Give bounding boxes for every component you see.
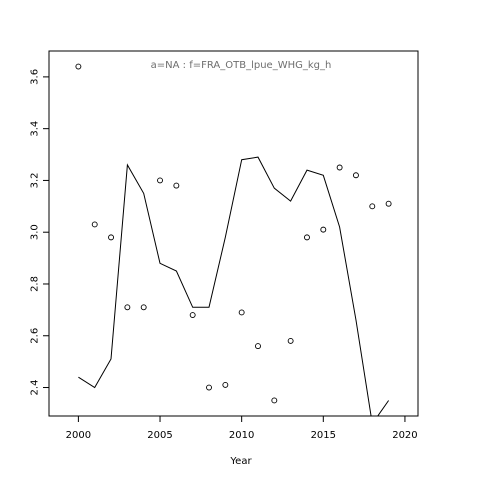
data-point	[189, 312, 196, 318]
y-tick-label: 3.2	[30, 172, 41, 188]
y-tick-label: 2.6	[30, 328, 41, 344]
fitted-line	[78, 156, 390, 416]
y-tick-label: 2.8	[30, 276, 41, 292]
data-point	[271, 397, 278, 404]
y-tick-label: 3.0	[30, 224, 41, 240]
data-point	[255, 343, 261, 350]
data-point	[385, 200, 392, 207]
data-point	[140, 304, 147, 311]
plot-frame	[48, 50, 419, 417]
y-tick-label: 3.6	[30, 69, 41, 85]
data-point	[222, 381, 229, 388]
x-axis-title: Year	[229, 456, 252, 467]
x-tick-label: 2000	[66, 430, 91, 441]
data-point	[353, 172, 359, 179]
chart-title: a=NA : f=FRA_OTB_lpue_WHG_kg_h	[151, 60, 332, 71]
data-point	[369, 203, 376, 210]
data-point	[108, 234, 114, 241]
data-point	[304, 234, 310, 241]
x-axis: 2000 2005 2010 2015 2020	[66, 416, 418, 441]
y-axis: 2.4 2.6 2.8 3.0 3.2 3.4 3.6	[30, 69, 49, 396]
x-tick-label: 2020	[392, 430, 417, 441]
data-point	[336, 164, 343, 171]
data-point	[320, 226, 327, 233]
plot-marks	[75, 63, 392, 416]
data-point	[287, 337, 294, 344]
data-point	[238, 309, 245, 316]
y-tick-label: 2.4	[30, 380, 41, 396]
data-point	[157, 177, 163, 184]
x-tick-label: 2005	[147, 430, 172, 441]
data-point	[124, 304, 131, 311]
x-tick-label: 2010	[229, 430, 254, 441]
data-point	[91, 221, 98, 228]
data-point	[206, 384, 212, 391]
y-tick-label: 3.4	[30, 121, 41, 137]
data-point	[173, 182, 180, 189]
data-point	[75, 63, 82, 70]
x-tick-label: 2015	[311, 430, 336, 441]
